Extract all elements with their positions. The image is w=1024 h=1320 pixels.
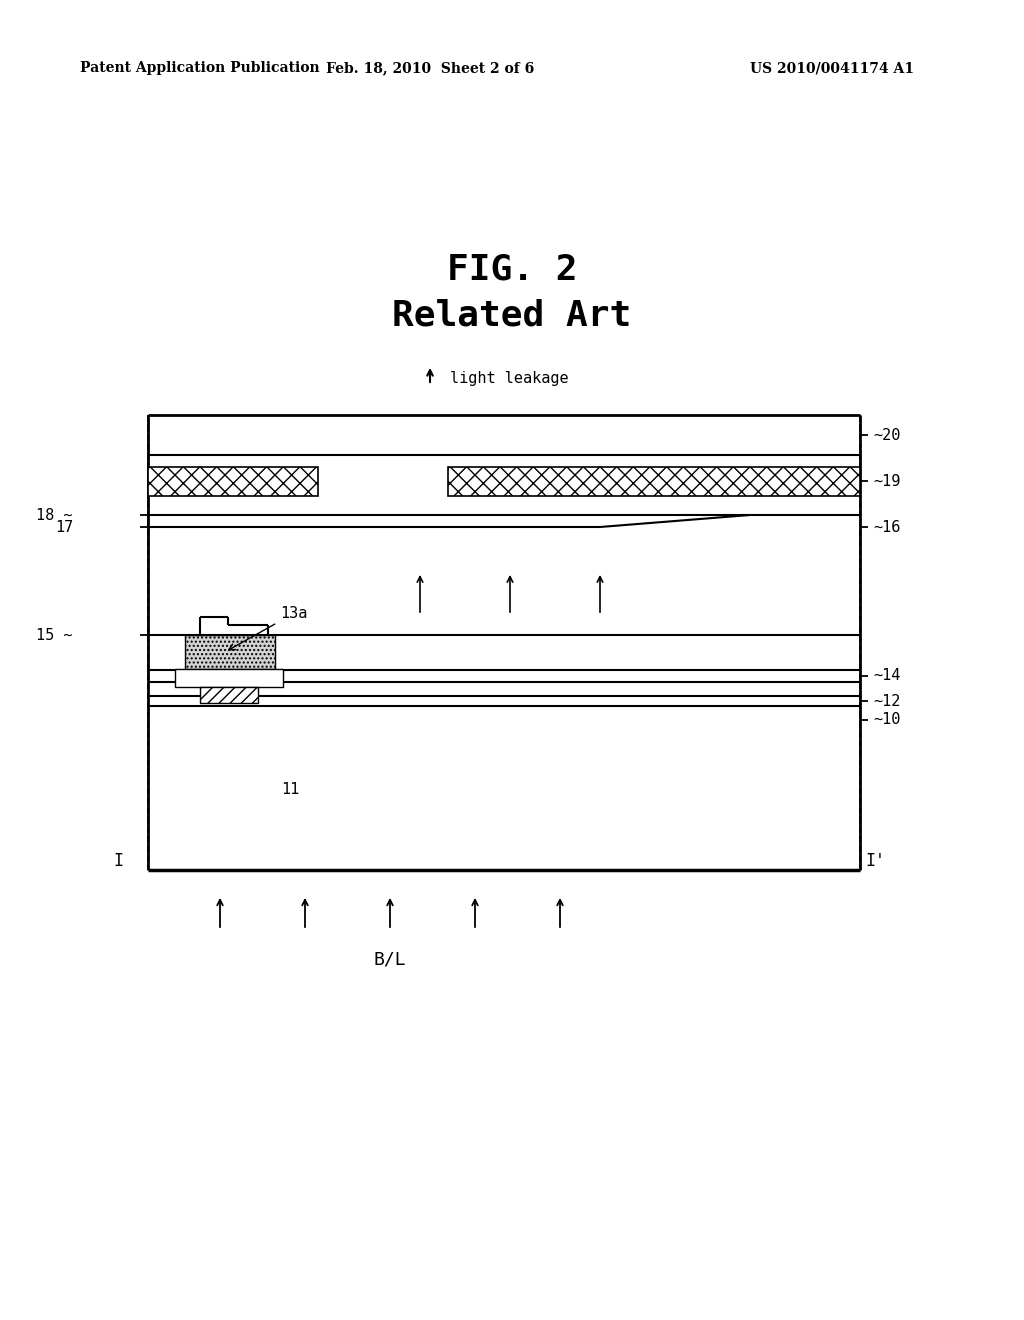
Text: FIG. 2: FIG. 2 bbox=[446, 253, 578, 286]
Text: ~19: ~19 bbox=[873, 474, 900, 488]
Text: ~20: ~20 bbox=[873, 428, 900, 442]
Text: 17: 17 bbox=[54, 520, 73, 535]
Text: light leakage: light leakage bbox=[450, 371, 568, 385]
Bar bbox=[185, 635, 275, 669]
Text: I': I' bbox=[865, 851, 885, 870]
Text: ~16: ~16 bbox=[873, 520, 900, 535]
Text: 11: 11 bbox=[281, 783, 299, 797]
Text: ~14: ~14 bbox=[873, 668, 900, 684]
Text: Patent Application Publication: Patent Application Publication bbox=[80, 61, 319, 75]
Bar bbox=[449, 467, 860, 496]
Bar bbox=[148, 467, 318, 496]
Bar bbox=[200, 686, 258, 704]
Text: Related Art: Related Art bbox=[392, 298, 632, 333]
Text: ~10: ~10 bbox=[873, 713, 900, 727]
Text: 18 ~: 18 ~ bbox=[37, 507, 73, 523]
Text: B/L: B/L bbox=[374, 950, 407, 969]
Text: I: I bbox=[113, 851, 123, 870]
Text: 15 ~: 15 ~ bbox=[37, 627, 73, 643]
Text: US 2010/0041174 A1: US 2010/0041174 A1 bbox=[750, 61, 914, 75]
Text: 13a: 13a bbox=[228, 606, 307, 649]
Bar bbox=[175, 669, 283, 686]
Text: ~12: ~12 bbox=[873, 693, 900, 709]
Text: Feb. 18, 2010  Sheet 2 of 6: Feb. 18, 2010 Sheet 2 of 6 bbox=[326, 61, 535, 75]
